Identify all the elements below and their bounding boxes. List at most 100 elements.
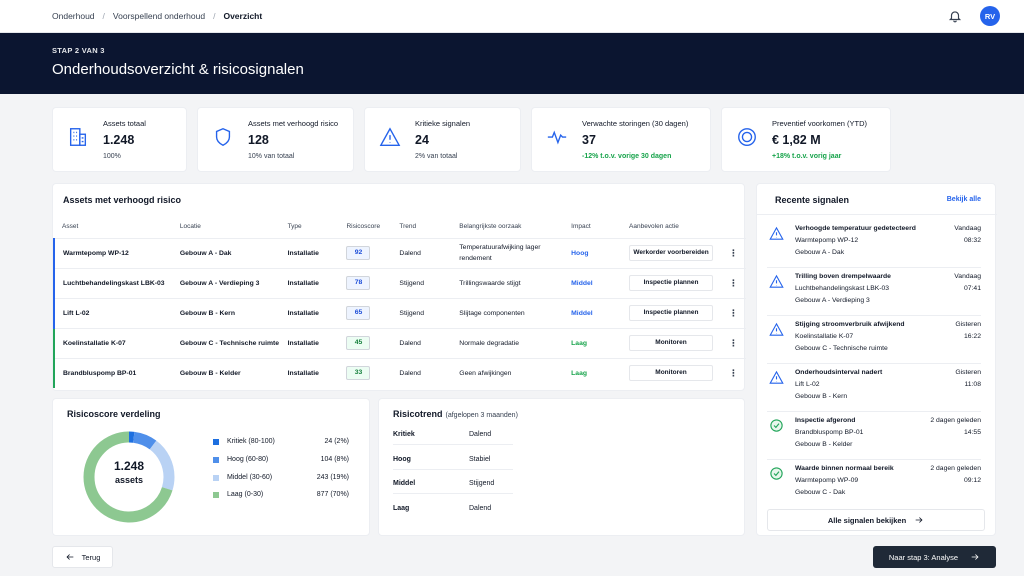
signal-asset: Lift L-02 <box>795 381 820 388</box>
recommended-action-button[interactable]: Werkorder voorbereiden <box>629 245 714 261</box>
kpi-label: Verwachte storingen (30 dagen) <box>582 119 689 128</box>
signal-location: Gebouw A - Verdieping 3 <box>795 297 870 304</box>
table-row[interactable]: Brandbluspomp BP-01 Gebouw B - Kelder In… <box>53 358 746 388</box>
legend-value: 24 (2%) <box>324 438 349 445</box>
signal-day: 2 dagen geleden <box>930 417 981 424</box>
asset-name[interactable]: Warmtepomp WP-12 <box>53 238 172 269</box>
impact-label: Middel <box>571 279 593 287</box>
signal-item[interactable]: Onderhoudsinterval nadert Lift L-02 Gebo… <box>767 364 981 412</box>
asset-trend: Stijgend <box>391 298 452 329</box>
legend-label: Laag (0-30) <box>227 491 264 498</box>
impact-label: Middel <box>571 309 593 317</box>
asset-type: Installatie <box>279 298 339 329</box>
recommended-action-button[interactable]: Inspectie plannen <box>629 305 714 321</box>
signal-day: 2 dagen geleden <box>930 465 981 472</box>
kpi-label: Kritieke signalen <box>415 119 471 128</box>
kpi-sub: 100% <box>103 153 121 160</box>
signal-item[interactable]: Waarde binnen normaal bereik Warmtepomp … <box>767 460 981 508</box>
avatar[interactable]: RV <box>980 6 1000 26</box>
more-options-icon[interactable]: ⋮ <box>728 277 738 288</box>
recommended-action-button[interactable]: Monitoren <box>629 365 714 382</box>
asset-name[interactable]: Brandbluspomp BP-01 <box>53 358 172 388</box>
legend-item: Kritiek (80-100) 24 (2%) <box>213 438 349 445</box>
more-options-icon[interactable]: ⋮ <box>728 307 738 318</box>
kpi-card-assets-total: Assets totaal 1.248 100% <box>52 107 187 172</box>
table-row[interactable]: Lift L-02 Gebouw B - Kern Installatie 65… <box>53 298 746 329</box>
column-header: Belangrijkste oorzaak <box>451 216 564 239</box>
column-header: Trend <box>391 216 452 239</box>
asset-trend: Dalend <box>391 238 452 269</box>
risk-distribution-card: Risicoscore verdeling 1.248 assets Kriti… <box>52 398 370 536</box>
signal-item[interactable]: Stijging stroomverbruik afwijkend Koelin… <box>767 316 981 364</box>
more-options-icon[interactable]: ⋮ <box>728 367 738 378</box>
signal-time: 08:32 <box>963 237 981 244</box>
table-row[interactable]: Koelinstallatie K-07 Gebouw C - Technisc… <box>53 328 746 359</box>
view-all-link[interactable]: Bekijk alle <box>946 196 981 203</box>
all-signals-button[interactable]: Alle signalen bekijken <box>767 509 985 531</box>
more-options-icon[interactable]: ⋮ <box>728 247 738 258</box>
warning-icon <box>769 322 784 336</box>
signal-item[interactable]: Verhoogde temperatuur gedetecteerd Warmt… <box>767 220 981 268</box>
signal-day: Vandaag <box>954 225 981 232</box>
signal-item[interactable]: Trilling boven drempelwaarde Luchtbehand… <box>767 268 981 316</box>
signal-time: 16:22 <box>963 333 981 340</box>
all-signals-label: Alle signalen bekijken <box>827 515 907 525</box>
signal-title: Inspectie afgerond <box>795 417 856 424</box>
more-options-icon[interactable]: ⋮ <box>728 337 738 348</box>
next-step-button[interactable]: Naar stap 3: Analyse <box>873 546 996 568</box>
card-title: Assets met verhoogd risico <box>63 195 182 205</box>
breadcrumb-separator: / <box>213 11 216 21</box>
legend-swatch <box>213 438 219 445</box>
asset-name[interactable]: Lift L-02 <box>53 298 172 329</box>
asset-location: Gebouw B - Kelder <box>179 369 241 377</box>
kpi-card-prevented: Preventief voorkomen (YTD) € 1,82 M +18%… <box>721 107 891 172</box>
table-row[interactable]: Warmtepomp WP-12 Gebouw A - Dak Installa… <box>53 238 746 269</box>
assets-table-card: Assets met verhoogd risico Asset Locatie… <box>52 183 746 391</box>
arrow-right-icon <box>915 517 923 523</box>
recommended-action-button[interactable]: Monitoren <box>629 335 714 351</box>
risk-distribution-donut <box>83 431 175 523</box>
trend-row: Hoog Stabiel <box>393 450 513 470</box>
signal-asset: Warmtepomp WP-09 <box>795 477 859 484</box>
signal-asset: Brandbluspomp BP-01 <box>795 429 864 436</box>
signal-location: Gebouw B - Kelder <box>795 441 853 448</box>
donut-segment-3 <box>83 431 175 523</box>
warning-icon <box>379 127 401 146</box>
kpi-value: 24 <box>415 133 429 147</box>
column-header: Type <box>279 216 339 239</box>
recommended-action-button[interactable]: Inspectie plannen <box>629 275 714 291</box>
signal-time: 14:55 <box>963 429 981 436</box>
trend-category: Middel <box>393 480 416 487</box>
breadcrumb-item[interactable]: Voorspellend onderhoud <box>112 11 206 21</box>
check-circle-icon <box>770 467 783 480</box>
target-icon <box>738 128 756 146</box>
recent-signals-card: Recente signalen Bekijk alle Verhoogde t… <box>756 183 997 536</box>
asset-type: Installatie <box>279 328 339 359</box>
breadcrumb-separator: / <box>102 11 105 21</box>
legend-swatch <box>213 474 219 481</box>
signal-asset: Warmtepomp WP-12 <box>795 237 859 244</box>
kpi-sub: 10% van totaal <box>248 153 295 160</box>
table-header-row: Asset Locatie Type Risicoscore Trend Bel… <box>54 216 746 239</box>
step-indicator: STAP 2 VAN 3 <box>52 46 105 55</box>
asset-name[interactable]: Koelinstallatie K-07 <box>53 328 172 359</box>
risk-score-badge: 33 <box>346 366 371 381</box>
signal-day: Gisteren <box>955 321 981 328</box>
card-title: Risicotrend <box>393 409 443 419</box>
signal-title: Waarde binnen normaal bereik <box>795 465 894 472</box>
table-row[interactable]: Luchtbehandelingskast LBK-03 Gebouw A - … <box>53 268 746 299</box>
page-header: STAP 2 VAN 3 Onderhoudsoverzicht & risic… <box>0 33 1024 94</box>
bell-icon[interactable] <box>948 9 962 23</box>
kpi-sub: +18% t.o.v. vorig jaar <box>772 153 842 160</box>
arrow-right-icon <box>971 554 979 560</box>
asset-name[interactable]: Luchtbehandelingskast LBK-03 <box>53 268 172 299</box>
kpi-value: 1.248 <box>103 133 135 147</box>
asset-trend: Dalend <box>391 328 452 359</box>
kpi-label: Assets met verhoogd risico <box>248 119 339 128</box>
breadcrumb-item[interactable]: Onderhoud <box>52 11 95 21</box>
legend-label: Kritiek (80-100) <box>227 438 275 445</box>
back-button[interactable]: Terug <box>52 546 113 568</box>
signal-item[interactable]: Inspectie afgerond Brandbluspomp BP-01 G… <box>767 412 981 460</box>
trend-row: Laag Dalend <box>393 498 513 518</box>
shield-icon <box>215 128 231 147</box>
